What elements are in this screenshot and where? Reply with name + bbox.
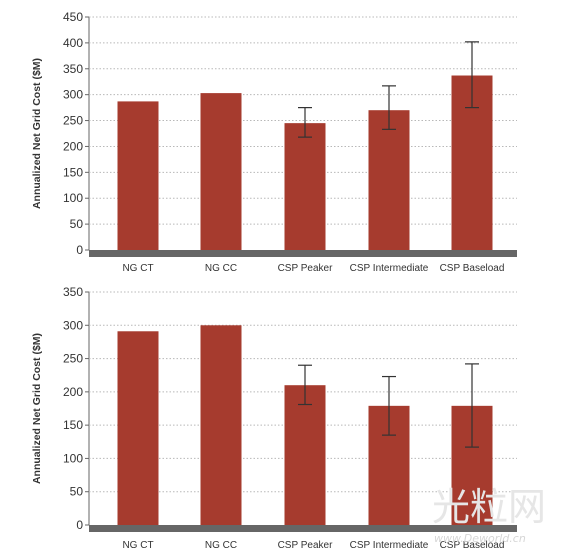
watermark-sub: www.Deworld.cn	[434, 532, 526, 545]
y-tick-label: 100	[63, 451, 83, 465]
watermark-main: 光粒网	[432, 485, 546, 529]
y-axis-title: Annualized Net Grid Cost ($M)	[31, 58, 43, 209]
y-tick-label: 0	[76, 518, 83, 532]
x-tick-label: CSP Peaker	[278, 540, 334, 551]
x-tick-label: NG CC	[205, 540, 237, 551]
y-tick-label: 200	[63, 139, 83, 153]
bar-2	[284, 385, 326, 525]
y-tick-label: 450	[63, 10, 83, 24]
chart-bottom: 0 50 100 150 200 250 300 350 NG CT NG CC CSP Peake…	[31, 285, 517, 551]
y-tick-label: 200	[63, 385, 83, 399]
bar-0	[117, 331, 159, 525]
y-tick-label: 300	[63, 318, 83, 332]
chart-top: 0 50 100 150 200 250 300 350 400 450 NG CT NG CC CSP…	[31, 10, 517, 274]
y-tick-label: 250	[63, 114, 83, 128]
x-tick-label: CSP Baseload	[440, 540, 505, 551]
bar-1	[200, 325, 242, 525]
y-tick-label: 300	[63, 88, 83, 102]
bar-2	[284, 123, 326, 250]
y-tick-label: 350	[63, 62, 83, 76]
y-axis-title: Annualized Net Grid Cost ($M)	[31, 333, 43, 484]
x-tick-label: NG CT	[122, 263, 153, 274]
x-tick-label: NG CT	[122, 540, 153, 551]
y-tick-label: 350	[63, 285, 83, 299]
bar-1	[200, 93, 242, 250]
x-tick-label: CSP Intermediate	[350, 263, 429, 274]
y-tick-label: 0	[76, 243, 83, 257]
y-tick-label: 150	[63, 418, 83, 432]
x-axis-band	[89, 525, 517, 532]
y-tick-label: 400	[63, 36, 83, 50]
y-tick-label: 50	[70, 485, 84, 499]
x-tick-label: CSP Baseload	[440, 263, 505, 274]
x-tick-label: CSP Peaker	[278, 263, 334, 274]
y-tick-label: 250	[63, 352, 83, 366]
y-tick-label: 50	[70, 217, 84, 231]
x-tick-label: NG CC	[205, 263, 237, 274]
y-tick-label: 150	[63, 165, 83, 179]
y-tick-label: 100	[63, 191, 83, 205]
x-axis-band	[89, 250, 517, 257]
bar-0	[117, 101, 159, 250]
bar-3	[368, 110, 410, 250]
watermark: 光粒网 www.Deworld.cn	[432, 485, 546, 545]
x-tick-label: CSP Intermediate	[350, 540, 429, 551]
